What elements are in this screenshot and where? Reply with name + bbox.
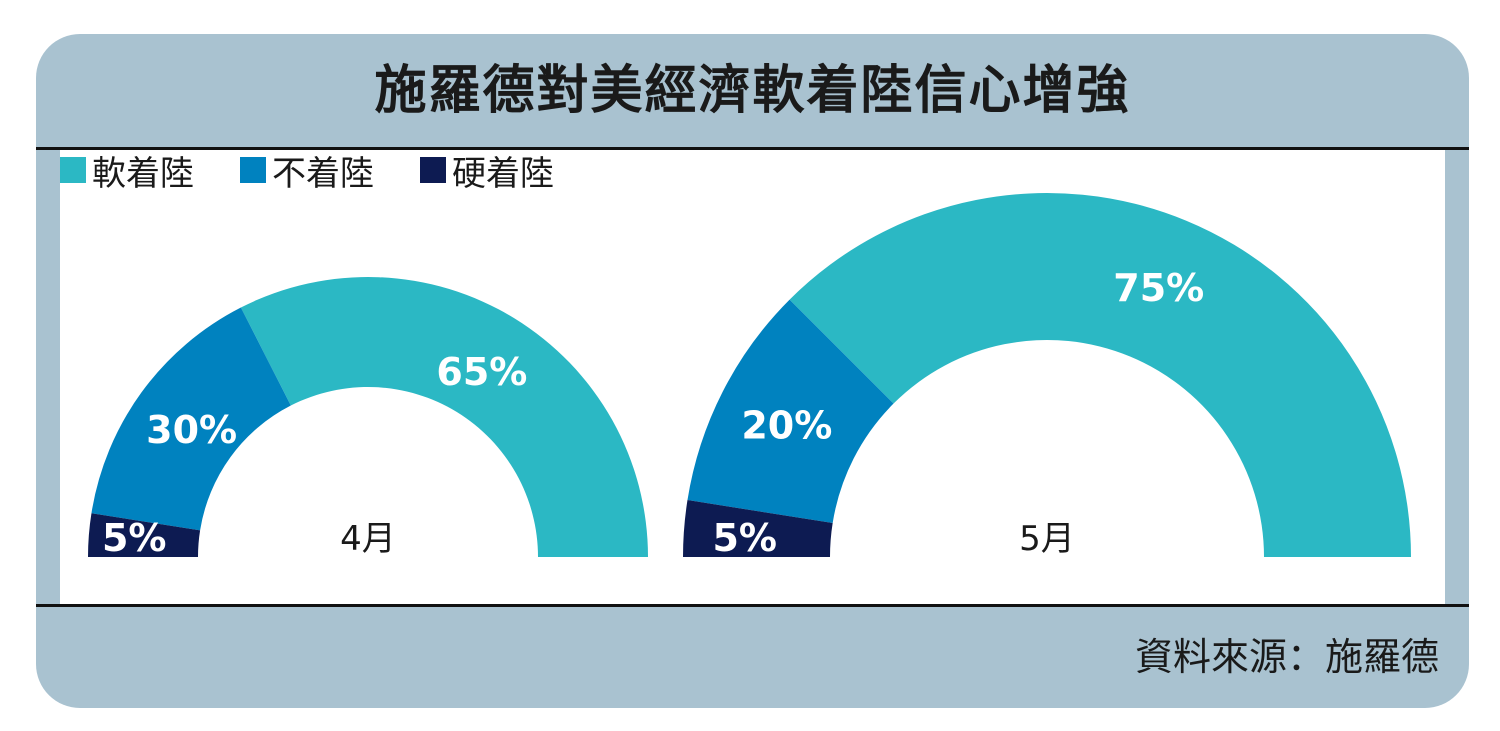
month-label-april: 4月 xyxy=(340,519,396,559)
segment-soft-landing-april xyxy=(240,276,648,557)
legend-swatch-soft-landing xyxy=(60,157,86,183)
segment-hard-landing-may xyxy=(683,500,833,557)
legend-label-soft-landing: 軟着陸 xyxy=(92,153,194,194)
legend-label-hard-landing: 硬着陸 xyxy=(452,153,554,194)
source-note: 資料來源：施羅德 xyxy=(1134,635,1439,679)
segment-hard-landing-april xyxy=(88,513,201,557)
segment-label-soft-landing-may: 75% xyxy=(1113,266,1204,310)
month-label-may: 5月 xyxy=(1019,519,1075,559)
legend-item-soft-landing: 軟着陸 xyxy=(60,146,194,195)
segment-label-no-landing-april: 30% xyxy=(146,408,237,452)
segment-no-landing-may xyxy=(687,299,894,524)
segment-soft-landing-may xyxy=(789,192,1411,557)
half-donut-may: 5月 75% 20% 5% xyxy=(683,192,1411,560)
legend-item-no-landing: 不着陸 xyxy=(240,146,374,195)
segment-label-hard-landing-april: 5% xyxy=(102,516,167,560)
legend-swatch-hard-landing xyxy=(420,157,446,183)
chart-title: 施羅德對美經濟軟着陸信心增強 xyxy=(374,61,1131,121)
bottom-divider xyxy=(36,604,1469,607)
segment-no-landing-april xyxy=(91,307,291,531)
legend-item-hard-landing: 硬着陸 xyxy=(420,146,554,195)
legend-label-no-landing: 不着陸 xyxy=(272,153,374,194)
legend: 軟着陸 不着陸 硬着陸 xyxy=(60,146,554,195)
segment-label-soft-landing-april: 65% xyxy=(436,350,527,394)
top-divider xyxy=(36,147,1469,150)
segment-label-hard-landing-may: 5% xyxy=(712,516,777,560)
legend-swatch-no-landing xyxy=(240,157,266,183)
half-donut-april: 4月 65% 30% 5% xyxy=(88,276,648,560)
segment-label-no-landing-may: 20% xyxy=(741,403,832,447)
